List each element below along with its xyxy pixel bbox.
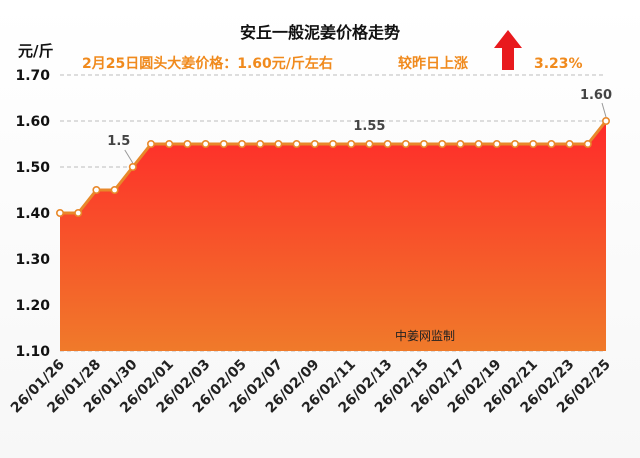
data-point	[201, 140, 210, 149]
data-point	[128, 163, 137, 172]
change-percent: 3.23%	[534, 56, 583, 72]
data-point	[401, 140, 410, 149]
data-point	[474, 140, 483, 149]
y-tick-label: 1.50	[15, 160, 50, 176]
data-label: 1.5	[107, 134, 130, 149]
data-point	[110, 186, 119, 195]
up-arrow-icon	[494, 30, 522, 70]
y-axis-unit: 元/斤	[18, 42, 53, 60]
label-leader	[124, 149, 134, 164]
data-point	[292, 140, 301, 149]
data-point	[92, 186, 101, 195]
data-point	[165, 140, 174, 149]
chart-subtitle: 2月25日圆头大姜价格：1.60元/斤左右	[82, 55, 333, 72]
data-point	[456, 140, 465, 149]
data-label: 1.60	[580, 88, 612, 103]
data-point	[238, 140, 247, 149]
data-point	[565, 140, 574, 149]
data-point	[256, 140, 265, 149]
data-label: 1.55	[353, 119, 385, 134]
data-point	[383, 140, 392, 149]
data-point	[492, 140, 501, 149]
data-point	[583, 140, 592, 149]
data-point	[274, 140, 283, 149]
data-point	[547, 140, 556, 149]
y-tick-label: 1.60	[15, 114, 50, 130]
y-tick-label: 1.70	[15, 68, 50, 84]
data-point	[529, 140, 538, 149]
price-area	[60, 121, 606, 351]
y-tick-label: 1.10	[15, 344, 50, 360]
data-point	[438, 140, 447, 149]
data-point	[147, 140, 156, 149]
data-point	[510, 140, 519, 149]
y-tick-label: 1.30	[15, 252, 50, 268]
label-leader	[601, 102, 607, 118]
data-point	[328, 140, 337, 149]
data-point	[347, 140, 356, 149]
data-point	[183, 140, 192, 149]
chart-title: 安丘一般泥姜价格走势	[240, 23, 400, 42]
watermark: 中姜网监制	[395, 328, 455, 343]
data-point	[419, 140, 428, 149]
data-point	[310, 140, 319, 149]
y-tick-label: 1.20	[15, 298, 50, 314]
data-point	[365, 140, 374, 149]
data-point	[55, 209, 64, 218]
y-tick-label: 1.40	[15, 206, 50, 222]
data-point	[219, 140, 228, 149]
data-point	[601, 117, 610, 126]
change-text: 较昨日上涨	[398, 55, 468, 72]
data-point	[74, 209, 83, 218]
